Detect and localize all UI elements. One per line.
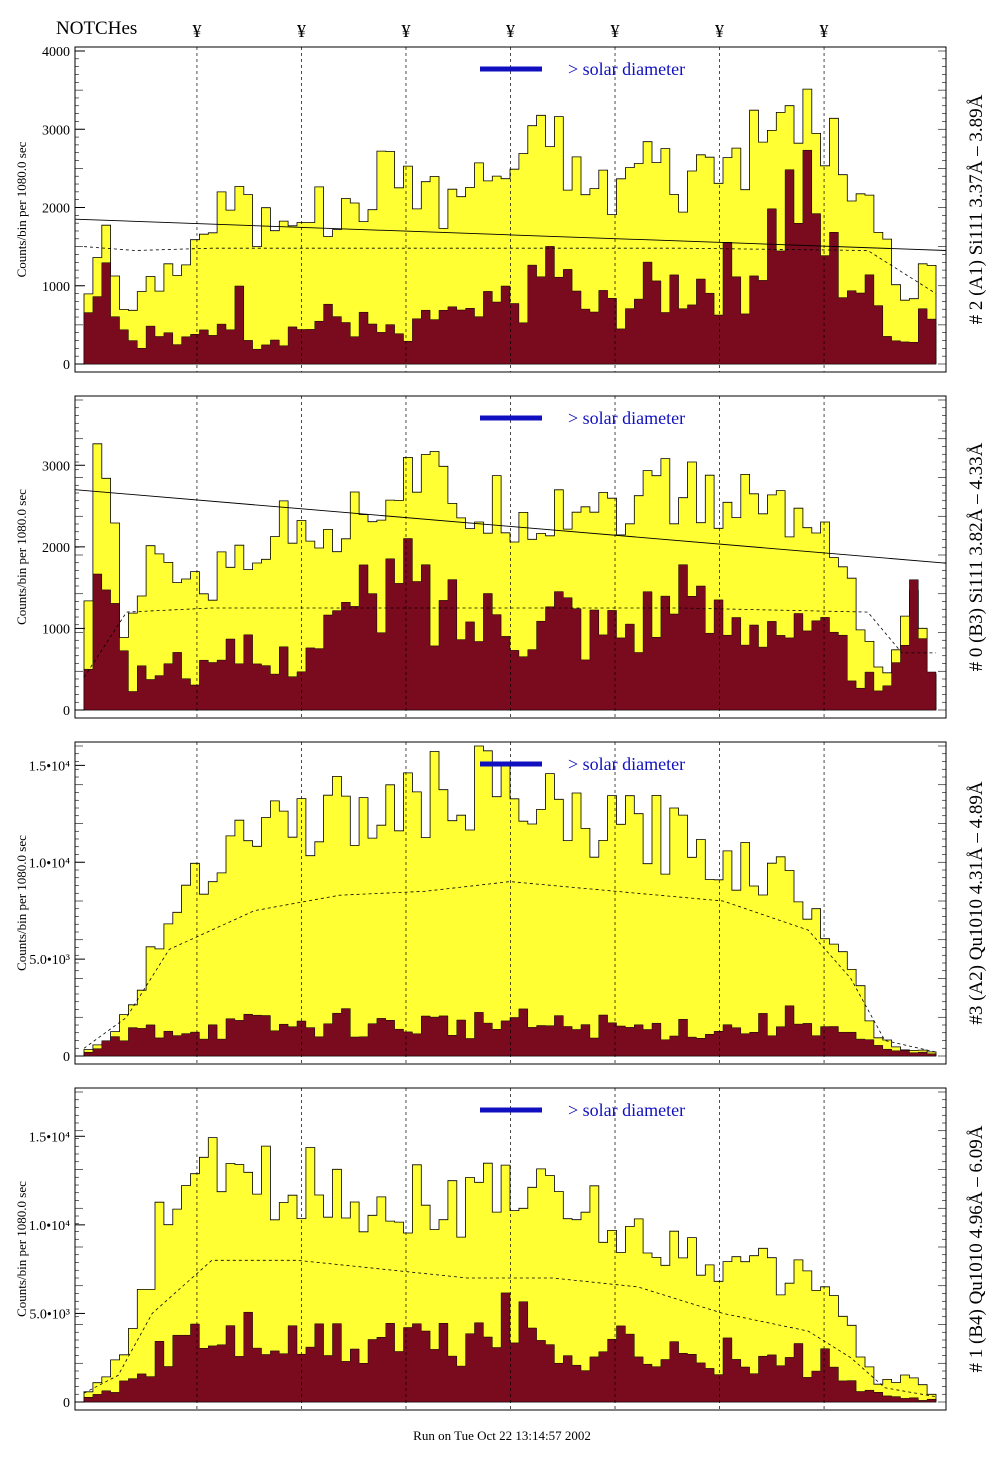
baseline-curve (83, 246, 937, 294)
y-tick-label: 2000 (42, 541, 70, 556)
y-tick-label: 1.0•10⁴ (29, 1219, 70, 1234)
y-tick-label: 0 (63, 704, 70, 719)
y-tick-label: 1.5•10⁴ (29, 1130, 70, 1145)
background-counts-histogram (83, 149, 937, 365)
y-tick-label: 0 (63, 1396, 70, 1411)
y-axis-label: Counts/bin per 1080.0 sec (14, 835, 29, 971)
y-axis-label: Counts/bin per 1080.0 sec (14, 489, 29, 625)
notch-marker-3: ¥ (401, 21, 410, 41)
y-axis-label: Counts/bin per 1080.0 sec (14, 141, 29, 277)
notch-header: ¥ ¥ ¥ ¥ ¥ ¥ ¥ (192, 21, 828, 41)
solar-diameter-label: > solar diameter (568, 754, 685, 774)
baseline-curve (83, 881, 937, 1053)
y-tick-label: 1000 (42, 622, 70, 637)
panel-title: # 2 (A1) Si111 3.37Å – 3.89Å (966, 94, 987, 324)
total-counts-histogram (83, 745, 937, 1057)
y-tick-label: 1.5•10⁴ (29, 759, 70, 774)
notch-marker-6: ¥ (715, 21, 724, 41)
y-tick-label: 1.0•10⁴ (29, 856, 70, 871)
panels: 0 1000 2000 3000 4000 Counts/bin per 1080.0 s… (14, 45, 987, 1411)
trend-line (74, 489, 947, 564)
baseline-curve (83, 1259, 937, 1398)
notch-marker-7: ¥ (820, 21, 829, 41)
y-tick-label: 0 (63, 358, 70, 373)
y-tick-label: 2000 (42, 202, 70, 217)
background-counts-histogram (83, 1005, 937, 1057)
y-tick-label: 5.0•10³ (29, 1307, 70, 1322)
solar-diameter-label: > solar diameter (568, 1100, 685, 1120)
chart-panel-4: 0 5.0•10³ 1.0•10⁴ 1.5•10⁴ Counts/bin per 108… (14, 1087, 987, 1411)
solar-diameter-label: > solar diameter (568, 408, 685, 428)
solar-diameter-label: > solar diameter (568, 59, 685, 79)
y-axis-label: Counts/bin per 1080.0 sec (14, 1181, 29, 1317)
baseline-curve (83, 607, 936, 678)
chart-panel-2: 0 1000 2000 3000 Counts/bin per 1080.0 sec # … (14, 395, 987, 719)
notches-label: NOTCHes (56, 18, 138, 39)
panel-title: # 1 (B4) Qu1010 4.96Å – 6.09Å (966, 1125, 987, 1372)
y-tick-label: 0 (63, 1050, 70, 1065)
chart-panel-1: 0 1000 2000 3000 4000 Counts/bin per 1080.0 s… (14, 45, 987, 373)
panel-title: #3 (A2) Qu1010 4.31Å – 4.89Å (966, 781, 987, 1025)
notch-marker-1: ¥ (192, 21, 201, 41)
y-tick-label: 4000 (42, 45, 70, 60)
y-tick-label: 1000 (42, 280, 70, 295)
panel-title: # 0 (B3) Si111 3.82Å – 4.33Å (966, 442, 987, 671)
chart-panel-3: 0 5.0•10³ 1.0•10⁴ 1.5•10⁴ Counts/bin per 108… (14, 741, 987, 1065)
background-counts-histogram (83, 538, 937, 711)
notch-marker-2: ¥ (297, 21, 306, 41)
run-timestamp: Run on Tue Oct 22 13:14:57 2002 (413, 1428, 591, 1443)
notch-marker-5: ¥ (611, 21, 620, 41)
y-tick-label: 5.0•10³ (29, 953, 70, 968)
background-counts-histogram (83, 1292, 937, 1403)
y-tick-label: 3000 (42, 459, 70, 474)
y-tick-label: 3000 (42, 123, 70, 138)
notch-marker-4: ¥ (506, 21, 515, 41)
